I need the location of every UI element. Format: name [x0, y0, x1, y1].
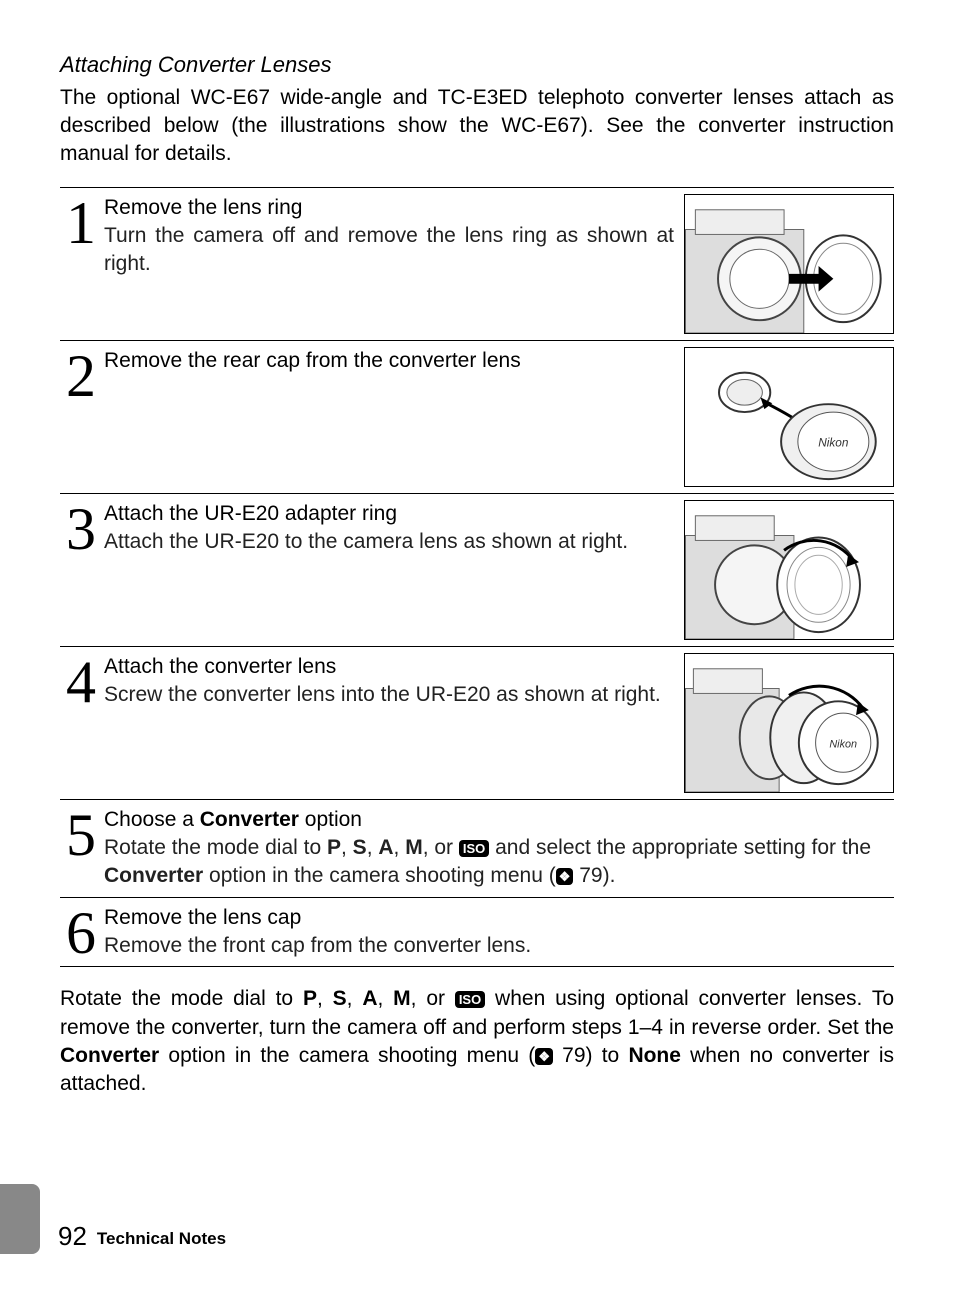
text-bold: Converter: [60, 1044, 159, 1067]
text: and select the appropriate setting for t…: [489, 836, 871, 859]
text: Rotate the mode dial to: [104, 836, 327, 859]
text: 79) to: [553, 1044, 628, 1067]
step-1: 1 Remove the lens ring Turn the camera o…: [60, 187, 894, 340]
text: ,: [367, 836, 379, 859]
step-4-desc: Screw the converter lens into the UR-E20…: [104, 681, 674, 709]
mode-m: M: [393, 987, 411, 1010]
step-number: 1: [60, 194, 102, 250]
step-5-desc: Rotate the mode dial to P, S, A, M, or I…: [104, 834, 884, 891]
mode-p: P: [327, 836, 341, 859]
mode-p: P: [303, 987, 317, 1010]
step-4-illustration: Nikon: [684, 653, 894, 793]
svg-text:Nikon: Nikon: [818, 435, 849, 449]
text: option in the camera shooting menu (: [203, 864, 556, 887]
text: ,: [347, 987, 363, 1010]
text: ,: [394, 836, 406, 859]
text: 79).: [573, 864, 615, 887]
step-number: 2: [60, 347, 102, 403]
step-2: 2 Remove the rear cap from the converter…: [60, 340, 894, 493]
step-6: 6 Remove the lens cap Remove the front c…: [60, 897, 894, 967]
page-ref-icon: ❖: [535, 1048, 553, 1065]
iso-icon: ISO: [455, 991, 485, 1008]
mode-s: S: [353, 836, 367, 859]
text: , or: [423, 836, 459, 859]
step-6-desc: Remove the front cap from the converter …: [104, 932, 884, 960]
text: Rotate the mode dial to: [60, 987, 303, 1010]
step-5: 5 Choose a Converter option Rotate the m…: [60, 799, 894, 897]
step-1-illustration: [684, 194, 894, 334]
step-4: 4 Attach the converter lens Screw the co…: [60, 646, 894, 799]
iso-icon: ISO: [459, 840, 489, 857]
step-number: 3: [60, 500, 102, 556]
step-number: 4: [60, 653, 102, 709]
section-tab: [0, 1184, 40, 1254]
text: , or: [411, 987, 455, 1010]
step-3-desc: Attach the UR-E20 to the camera lens as …: [104, 528, 674, 556]
step-number: 5: [60, 806, 102, 862]
text: ,: [341, 836, 353, 859]
step-1-title: Remove the lens ring: [104, 194, 674, 222]
step-2-illustration: Nikon: [684, 347, 894, 487]
step-5-title: Choose a Converter option: [104, 806, 884, 834]
text: option in the camera shooting menu (: [159, 1044, 535, 1067]
mode-m: M: [405, 836, 423, 859]
text-bold: Converter: [104, 864, 203, 887]
mode-a: A: [378, 836, 393, 859]
page-ref-icon: ❖: [556, 868, 574, 885]
step-4-title: Attach the converter lens: [104, 653, 674, 681]
page-number: 92: [58, 1219, 87, 1254]
intro-paragraph: The optional WC-E67 wide-angle and TC-E3…: [60, 84, 894, 169]
page-footer: 92 Technical Notes: [0, 1184, 226, 1254]
text: ,: [377, 987, 393, 1010]
divider: [60, 966, 894, 967]
step-2-title: Remove the rear cap from the converter l…: [104, 347, 674, 375]
step-3-illustration: [684, 500, 894, 640]
text: option: [299, 808, 362, 831]
text-bold: None: [628, 1044, 681, 1067]
footer-label: Technical Notes: [97, 1228, 226, 1254]
mode-a: A: [362, 987, 377, 1010]
step-3: 3 Attach the UR-E20 adapter ring Attach …: [60, 493, 894, 646]
step-3-title: Attach the UR-E20 adapter ring: [104, 500, 674, 528]
text-bold: Converter: [200, 808, 299, 831]
step-1-desc: Turn the camera off and remove the lens …: [104, 222, 674, 279]
step-6-title: Remove the lens cap: [104, 904, 884, 932]
step-number: 6: [60, 904, 102, 960]
section-title: Attaching Converter Lenses: [60, 50, 894, 80]
text: ,: [317, 987, 333, 1010]
text: Choose a: [104, 808, 200, 831]
outro-paragraph: Rotate the mode dial to P, S, A, M, or I…: [60, 985, 894, 1098]
svg-text:Nikon: Nikon: [829, 738, 857, 750]
mode-s: S: [333, 987, 347, 1010]
